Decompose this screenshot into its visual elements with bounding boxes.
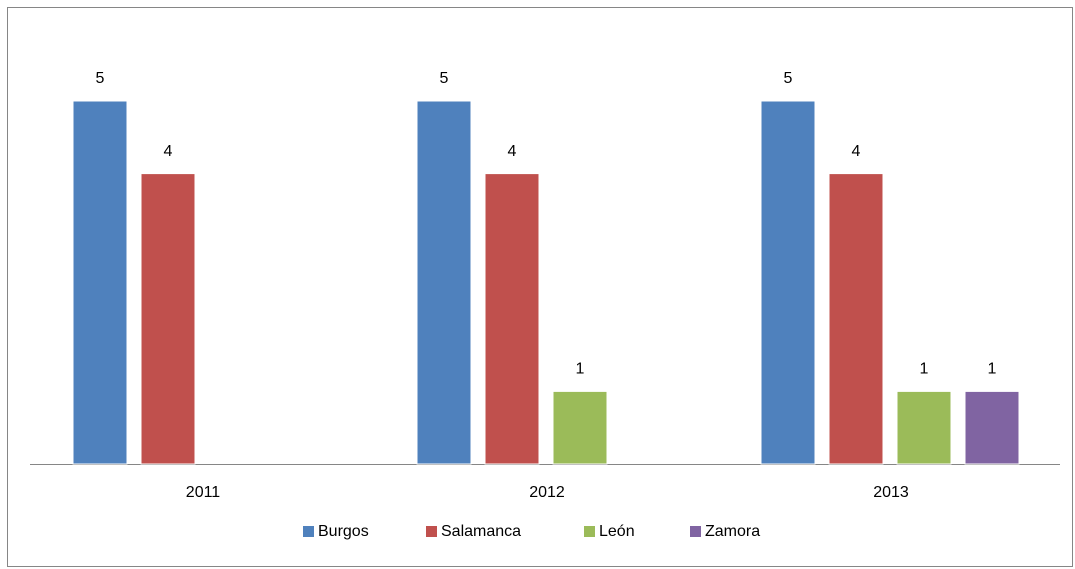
data-label: 4 xyxy=(508,143,517,160)
data-label: 5 xyxy=(96,70,105,87)
legend-swatch xyxy=(690,526,701,537)
x-tick-label: 2012 xyxy=(529,484,565,501)
bar xyxy=(72,100,128,465)
bar xyxy=(140,173,196,465)
legend-swatch xyxy=(584,526,595,537)
legend-swatch xyxy=(426,526,437,537)
data-label: 4 xyxy=(852,143,861,160)
data-label: 1 xyxy=(576,361,585,378)
data-label: 1 xyxy=(988,361,997,378)
data-label: 1 xyxy=(920,361,929,378)
bar xyxy=(896,390,952,465)
data-label: 4 xyxy=(164,143,173,160)
data-label: 5 xyxy=(440,70,449,87)
bar xyxy=(828,173,884,465)
bar xyxy=(416,100,472,465)
legend-label: León xyxy=(599,523,635,540)
legend-label: Salamanca xyxy=(441,523,521,540)
bar xyxy=(964,390,1020,465)
bar xyxy=(484,173,540,465)
x-tick-label: 2013 xyxy=(873,484,909,501)
legend-label: Burgos xyxy=(318,523,369,540)
bar xyxy=(760,100,816,465)
bar xyxy=(552,390,608,465)
x-tick-label: 2011 xyxy=(186,484,221,501)
legend-label: Zamora xyxy=(705,523,760,540)
legend-swatch xyxy=(303,526,314,537)
data-label: 5 xyxy=(784,70,793,87)
